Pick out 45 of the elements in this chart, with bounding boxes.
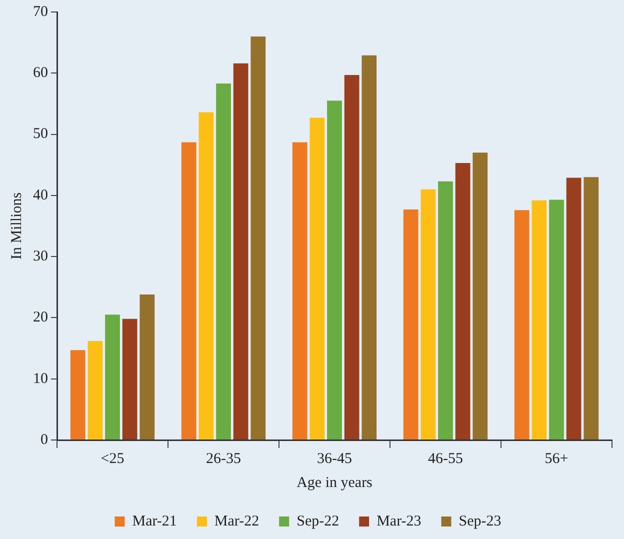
y-tick-label: 0	[40, 432, 48, 448]
bar	[292, 142, 308, 440]
bar	[472, 152, 488, 440]
bar	[532, 200, 547, 440]
bar	[584, 177, 599, 440]
bar	[122, 318, 138, 440]
x-tick-label: <25	[100, 450, 124, 467]
y-tick-label: 20	[33, 310, 48, 326]
bar	[250, 36, 266, 440]
bar	[140, 294, 155, 440]
bar	[514, 210, 530, 440]
legend-label: Sep-22	[296, 513, 340, 530]
y-tick-label: 40	[33, 187, 48, 204]
y-tick-label: 30	[33, 248, 48, 265]
bar	[549, 200, 564, 440]
bar	[566, 178, 582, 440]
bar	[438, 181, 453, 440]
legend-label: Mar-23	[376, 513, 422, 530]
legend-label: Mar-21	[132, 513, 177, 530]
bar	[88, 340, 103, 440]
bar	[181, 142, 196, 440]
x-tick-label: 46-55	[428, 450, 463, 467]
bar	[455, 163, 470, 440]
y-axis-title: In Millions	[8, 192, 25, 260]
x-tick-label: 56+	[544, 450, 568, 467]
y-tick-label: 10	[33, 370, 48, 387]
x-tick-label: 36-45	[317, 450, 352, 467]
bar	[403, 209, 418, 440]
bar	[420, 189, 436, 440]
bar	[327, 100, 342, 440]
bar	[362, 55, 377, 440]
bar	[233, 63, 248, 440]
x-tick-label: 26-35	[206, 450, 241, 467]
bar	[310, 118, 325, 440]
bar	[216, 84, 231, 440]
x-axis-title: Age in years	[296, 474, 373, 491]
y-tick-label: 60	[33, 65, 48, 82]
bar	[70, 350, 86, 440]
legend-label: Mar-22	[214, 513, 260, 530]
bar	[105, 314, 120, 440]
bar	[198, 112, 214, 440]
y-tick-label: 70	[33, 4, 48, 20]
bar	[344, 74, 360, 440]
legend-label: Sep-23	[458, 513, 502, 530]
y-tick-label: 50	[33, 126, 48, 142]
